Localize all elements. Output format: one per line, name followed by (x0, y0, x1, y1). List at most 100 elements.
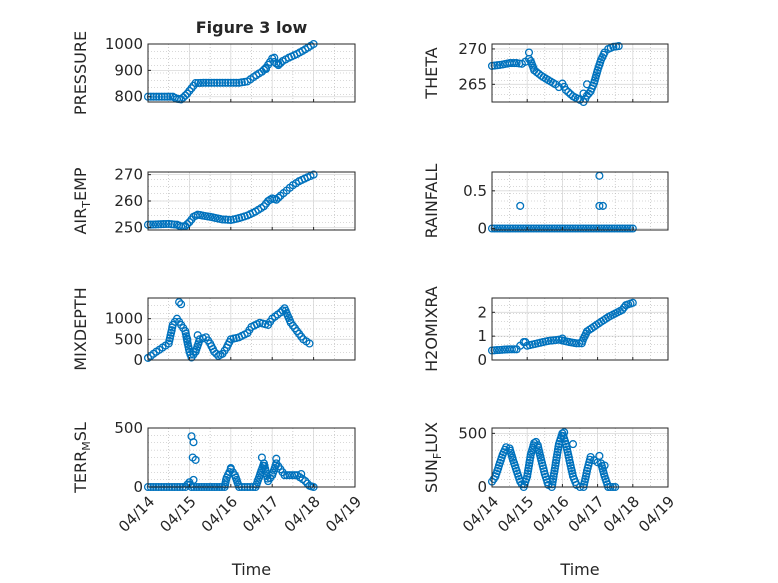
data-point (532, 224, 541, 233)
data-point (576, 224, 585, 233)
data-point (183, 220, 192, 229)
data-point (151, 220, 160, 229)
data-point (600, 461, 609, 470)
data-point (288, 471, 297, 480)
data-point (175, 298, 184, 307)
y-axis-label-main: MIXDEPTH (71, 287, 90, 370)
data-point (503, 224, 512, 233)
x-tick-label: 04/18 (600, 493, 643, 536)
data-point (201, 78, 211, 87)
data-point (628, 224, 637, 233)
y-tick-label: 1000 (105, 310, 143, 328)
data-point (204, 78, 213, 87)
subplot-rainfall: 0 0.5 RAINFALL (422, 164, 669, 238)
data-point (516, 224, 525, 233)
y-tick-label: 0 (133, 351, 143, 369)
data-point (261, 64, 271, 74)
y-axis-label-main: TERR (71, 451, 90, 494)
data-point (516, 201, 525, 210)
data-point (160, 92, 169, 101)
data-point (595, 201, 604, 210)
y-axis-label: AIRTEMP (71, 167, 93, 234)
data-point (272, 454, 281, 463)
y-axis-label: H2OMIXRA (422, 286, 441, 372)
data-point (540, 224, 549, 233)
data-point (189, 438, 198, 447)
axes-box (147, 297, 356, 361)
y-axis-label-main: AIR (71, 208, 90, 235)
data-point (553, 224, 562, 233)
data-point (519, 224, 528, 233)
data-point (498, 224, 507, 233)
data-point (566, 224, 575, 233)
y-tick-label: 1000 (105, 35, 143, 53)
data-point (614, 42, 623, 51)
data-point (610, 224, 619, 233)
y-axis-label-subscript: F (431, 453, 444, 459)
x-tick-label: 04/14 (115, 493, 158, 536)
data-point (189, 475, 198, 484)
subplot-mixdepth: 0 500 1000 MIXDEPTH (71, 287, 356, 371)
data-point (529, 224, 538, 233)
y-axis-label-main: SUN (422, 459, 441, 493)
data-point (166, 92, 175, 101)
axes-box (491, 427, 669, 488)
data-point (568, 440, 578, 449)
data-point (550, 224, 559, 233)
data-point (157, 92, 166, 101)
y-axis-label: PRESSURE (71, 31, 90, 115)
data-point (581, 224, 590, 233)
axes-box (147, 427, 356, 488)
axes-box (491, 171, 669, 231)
data-point (511, 224, 520, 233)
y-tick-label: 0 (477, 219, 487, 237)
x-tick-label: 04/19 (635, 493, 678, 536)
data-point (558, 334, 567, 343)
data-point (223, 215, 233, 224)
subplot-air_temp: 250 260 270 AIRTEMP (71, 166, 356, 236)
data-point (508, 224, 517, 233)
data-point (561, 85, 570, 95)
data-point (146, 220, 155, 229)
plot-area (148, 44, 355, 102)
data-point (587, 224, 596, 233)
data-point (555, 224, 564, 233)
data-point (221, 78, 230, 87)
data-point (495, 345, 504, 355)
data-point (544, 336, 553, 345)
subplot-theta: 265 270 THETA (422, 40, 669, 107)
x-tick-label: 04/16 (198, 493, 241, 536)
y-tick-label: 500 (114, 419, 143, 437)
data-point (270, 53, 279, 62)
data-point (615, 224, 624, 233)
data-point (226, 464, 235, 473)
y-tick-label: 265 (458, 75, 487, 93)
data-point (514, 224, 523, 233)
data-point (547, 224, 557, 233)
data-point (524, 48, 534, 57)
y-tick-label: 500 (114, 330, 143, 348)
axes-box (491, 43, 669, 103)
data-point (560, 224, 570, 233)
data-point (600, 224, 609, 233)
data-point (507, 345, 516, 354)
data-point (490, 346, 499, 355)
data-point (594, 224, 603, 233)
x-tick-label: 04/15 (156, 493, 199, 536)
data-point (149, 220, 158, 229)
data-point (534, 224, 543, 233)
data-point (628, 298, 637, 307)
data-point (146, 92, 155, 101)
data-point (215, 78, 224, 87)
y-tick-label: 2 (477, 303, 487, 321)
data-point (210, 78, 219, 87)
x-tick-label: 04/17 (239, 493, 282, 536)
y-axis-label-tail: SL (71, 422, 90, 441)
y-axis-label: MIXDEPTH (71, 287, 90, 370)
data-point (564, 88, 573, 97)
data-point (272, 195, 281, 204)
data-point (257, 453, 266, 462)
y-axis-label: THETA (422, 47, 441, 99)
data-point (531, 437, 541, 446)
data-point (159, 220, 168, 229)
